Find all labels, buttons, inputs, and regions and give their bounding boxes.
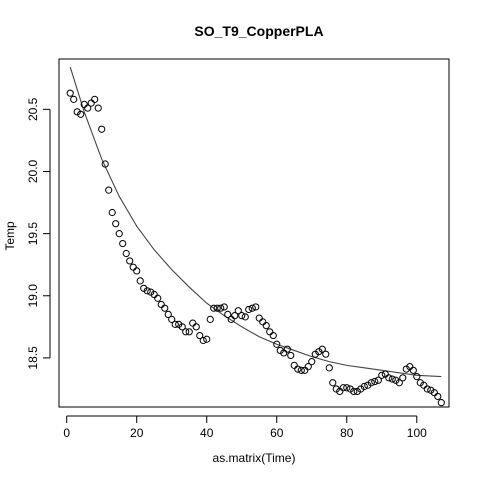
data-point [287,351,295,360]
data-point [143,287,151,295]
data-point [220,303,228,311]
data-point [269,331,277,340]
data-point [385,374,393,382]
data-point [84,104,92,112]
x-tick-label: 60 [270,426,284,440]
data-point [367,379,375,387]
data-point [343,384,351,392]
fitted-curve [69,66,442,378]
data-point [294,365,302,373]
data-point [136,277,144,285]
data-point [409,366,417,374]
data-point [185,328,193,336]
data-point [252,303,260,311]
data-point [273,340,281,348]
data-point [374,376,382,384]
data-point [234,307,242,315]
data-point [231,312,239,320]
data-point [325,364,333,372]
data-point [133,267,141,275]
data-point [122,249,130,258]
data-point [371,377,379,386]
x-tick-label: 80 [340,426,354,440]
x-tick-label: 0 [63,426,70,440]
data-point [203,335,211,343]
data-point [399,374,407,382]
data-point [66,89,74,97]
y-tick-label: 20.5 [26,97,40,121]
data-point [196,331,204,340]
data-point [395,379,403,387]
x-tick-label: 40 [200,426,214,440]
x-tick-label: 100 [407,426,427,440]
data-point [70,95,78,103]
data-point [378,371,386,379]
y-tick-label: 20.0 [26,159,40,183]
data-point [217,304,225,312]
data-point [171,320,179,328]
data-point [199,336,207,345]
data-point [101,160,109,168]
data-point [98,125,106,133]
data-point [238,312,246,320]
y-tick-label: 18.5 [26,346,40,370]
data-point [360,382,368,391]
data-point [388,375,396,383]
plot-frame [58,58,450,408]
data-point [245,305,253,314]
data-point [297,366,305,374]
data-point [241,313,249,321]
data-point [105,186,113,194]
data-points [66,89,445,407]
y-tick-label: 19.5 [26,222,40,246]
data-point [112,220,120,228]
data-point [413,372,421,381]
data-point [224,310,232,319]
data-point [339,384,347,392]
data-point [304,363,312,371]
data-point [161,304,169,312]
data-point [115,230,123,238]
data-point [434,392,442,401]
chart-title: SO_T9_CopperPLA [194,23,323,39]
data-point [94,104,102,112]
data-point [91,95,99,103]
y-axis-label: Temp [3,221,17,251]
data-point [262,321,270,330]
data-point [126,257,134,265]
data-point [350,387,358,396]
y-tick-label: 19.0 [26,284,40,308]
data-point [178,323,186,331]
data-point [77,110,85,118]
data-point [213,304,221,312]
data-point [119,239,127,248]
data-point [192,323,200,331]
data-point [164,310,172,319]
x-tick-label: 20 [130,426,144,440]
data-point [210,304,218,312]
data-point [423,385,431,393]
data-point [283,345,291,353]
data-point [308,358,316,366]
x-axis-label: as.matrix(Time) [213,451,296,465]
data-point [108,208,116,217]
data-point [154,294,162,302]
data-point [168,315,176,323]
data-point [318,345,326,353]
data-point [329,379,337,387]
data-point [182,328,190,336]
data-point [437,399,445,407]
data-point [322,350,330,358]
data-point [248,304,256,312]
data-point [206,315,214,323]
